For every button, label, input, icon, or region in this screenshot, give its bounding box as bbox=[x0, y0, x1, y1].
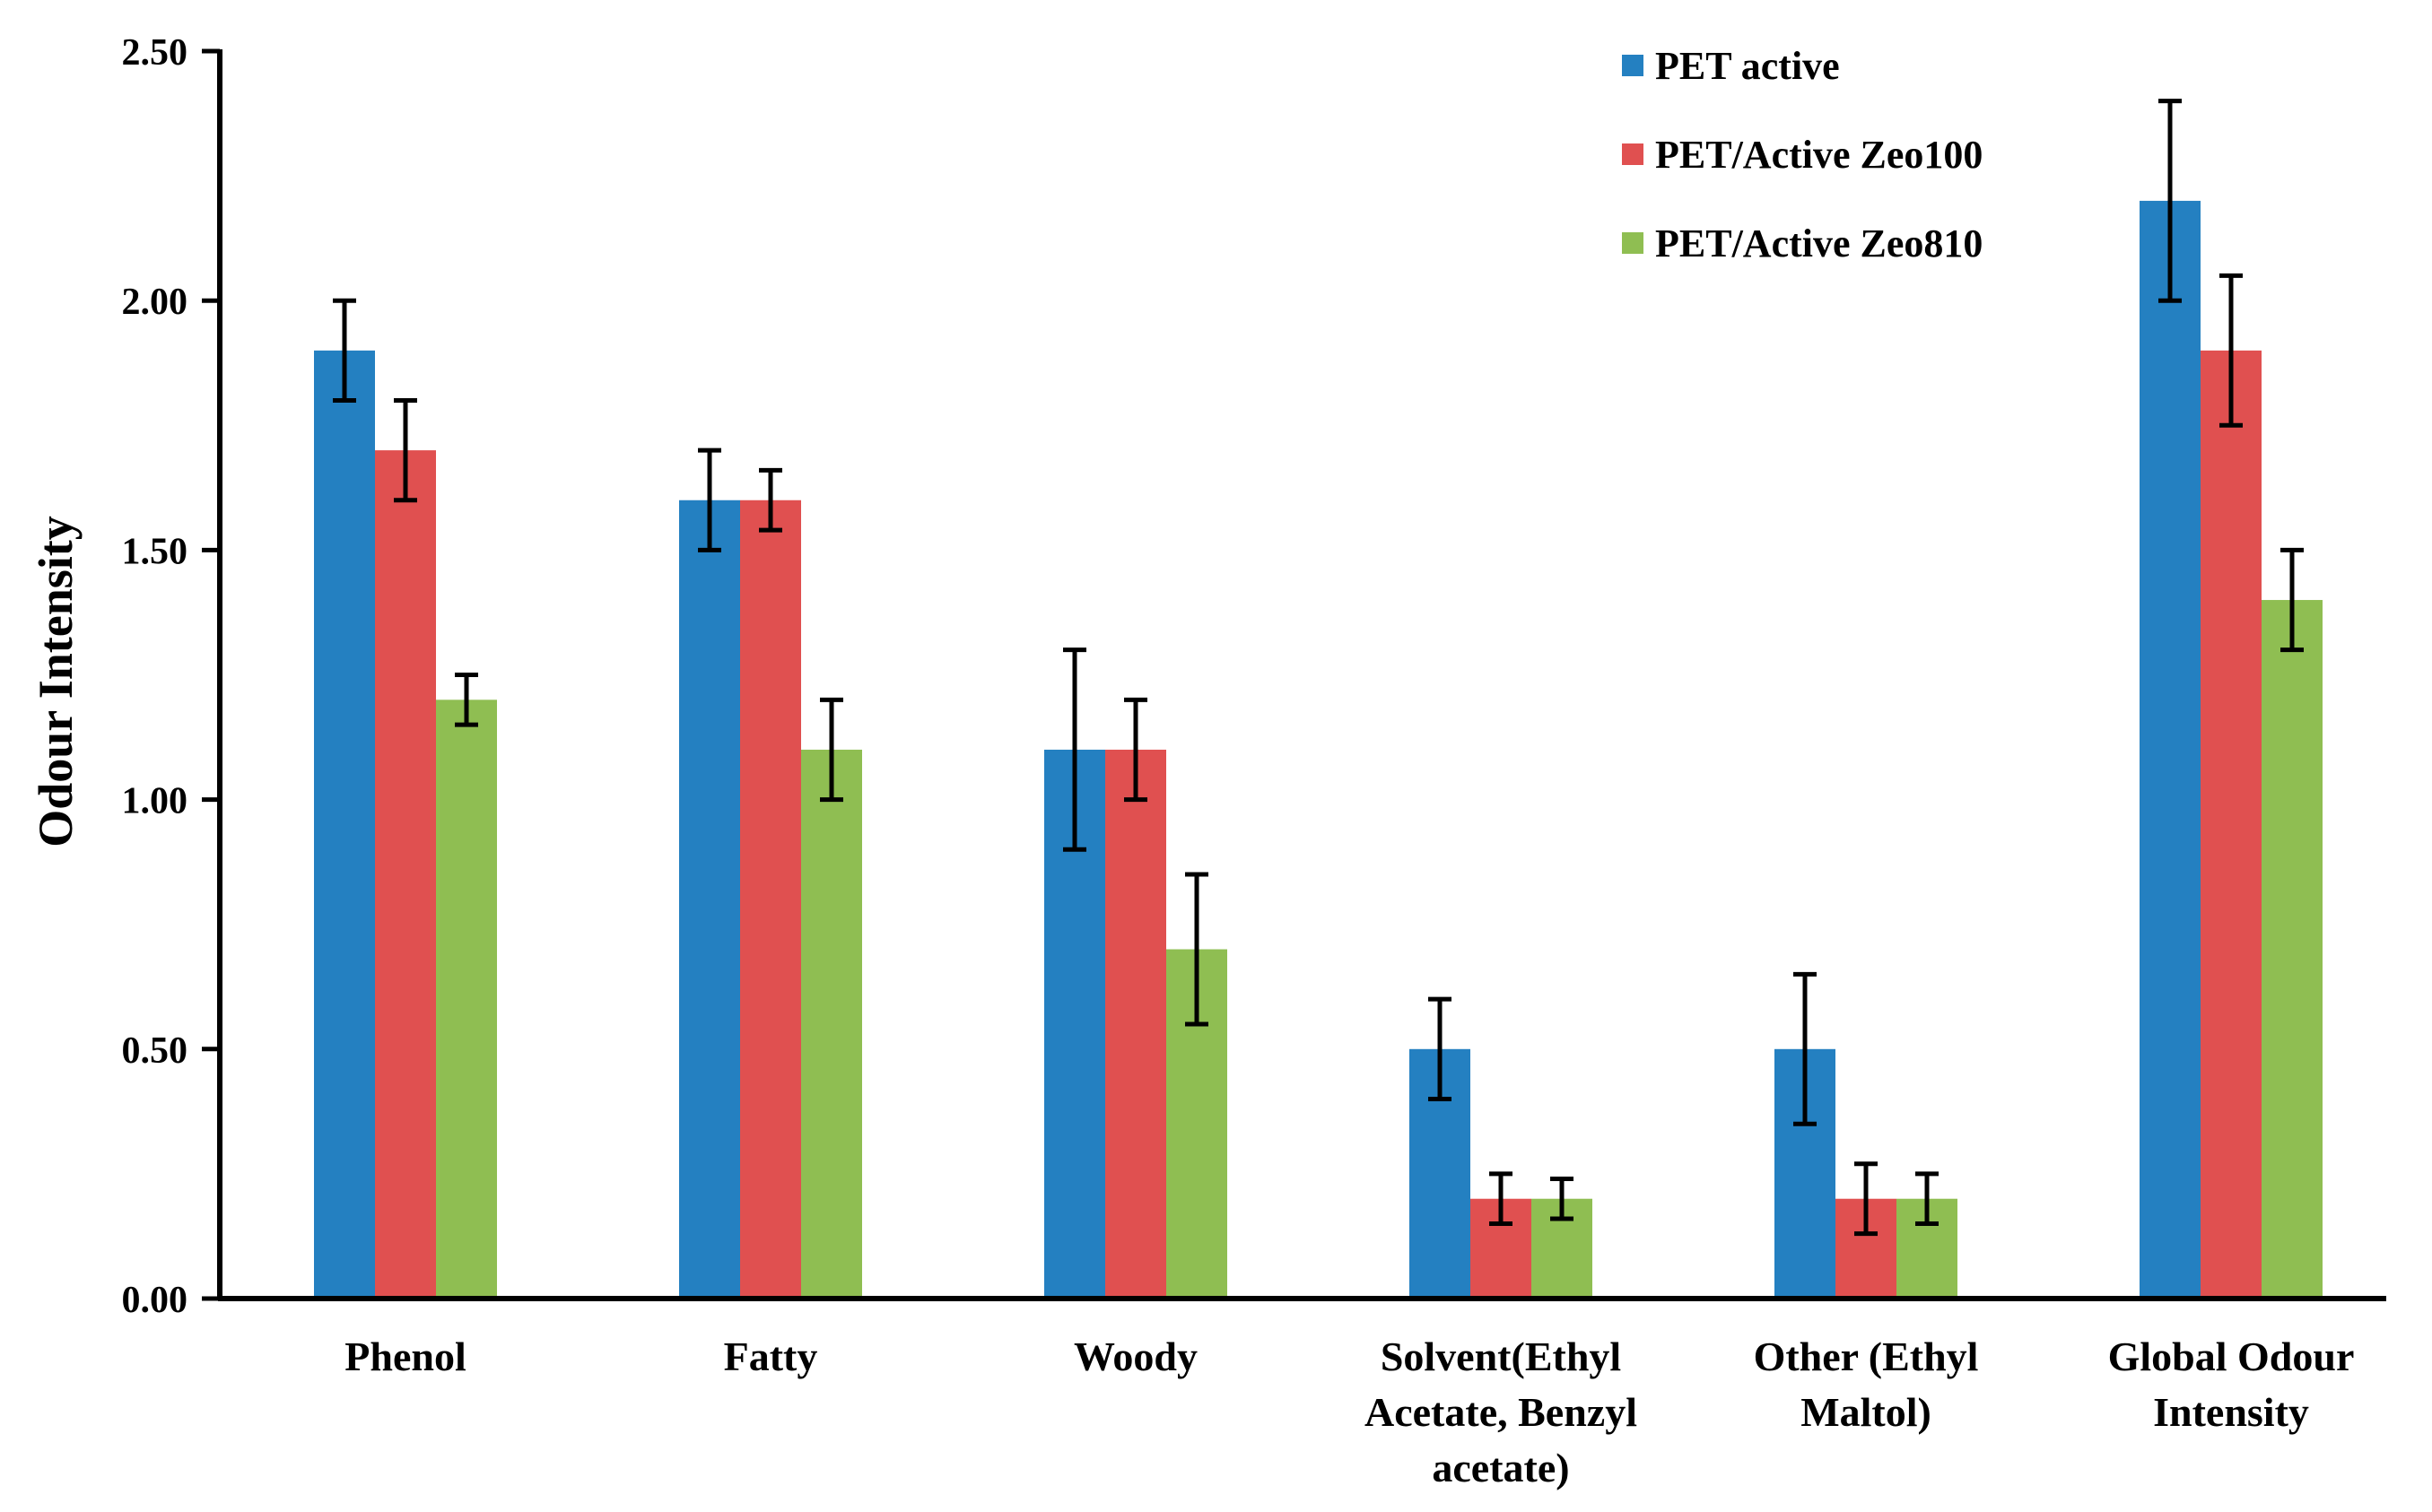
axes bbox=[217, 49, 2386, 1301]
bar bbox=[740, 500, 801, 1299]
y-axis-ticks: 0.00 0.50 1.00 1.50 2.00 2.50 bbox=[122, 32, 220, 1321]
legend-swatch bbox=[1622, 232, 1643, 254]
bar bbox=[679, 500, 740, 1299]
legend: PET active PET/Active Zeo100 PET/Active Ze… bbox=[1622, 44, 1983, 265]
bar bbox=[436, 700, 497, 1299]
y-tick-label: 2.00 bbox=[122, 282, 188, 323]
y-tick-label: 0.50 bbox=[122, 1030, 188, 1072]
bar bbox=[801, 749, 862, 1299]
legend-swatch bbox=[1622, 55, 1643, 76]
y-tick-label: 0.00 bbox=[122, 1280, 188, 1321]
legend-swatch bbox=[1622, 143, 1643, 165]
x-category-label: Other (Ethyl bbox=[1754, 1334, 1979, 1379]
x-category-label: Fatty bbox=[724, 1334, 818, 1379]
bar bbox=[2201, 350, 2262, 1299]
bar bbox=[375, 450, 436, 1299]
bar bbox=[2262, 600, 2323, 1299]
y-tick-label: 2.50 bbox=[122, 32, 188, 74]
x-category-label: Woody bbox=[1074, 1334, 1198, 1379]
error-bars-group bbox=[333, 99, 2304, 1237]
bar-series-group bbox=[314, 200, 2323, 1299]
x-category-label: acetate) bbox=[1432, 1445, 1569, 1490]
x-axis-labels: Phenol Fatty Woody Solvent(Ethyl Acetate, Be… bbox=[344, 1334, 2354, 1490]
y-tick-label: 1.00 bbox=[122, 781, 188, 822]
y-tick-label: 1.50 bbox=[122, 531, 188, 572]
x-category-label: Acetate, Benzyl bbox=[1364, 1389, 1637, 1435]
y-axis-title: Odour Intensity bbox=[29, 516, 83, 847]
x-category-label: Solvent(Ethyl bbox=[1381, 1334, 1621, 1379]
x-category-label: Global Odour bbox=[2108, 1334, 2355, 1379]
legend-label: PET/Active Zeo100 bbox=[1655, 133, 1983, 177]
bar bbox=[314, 350, 375, 1299]
x-category-label: Phenol bbox=[344, 1334, 466, 1379]
legend-label: PET/Active Zeo810 bbox=[1655, 222, 1983, 265]
x-category-label: Intensity bbox=[2153, 1389, 2309, 1435]
x-category-label: Maltol) bbox=[1800, 1389, 1931, 1435]
bar bbox=[1105, 749, 1166, 1299]
legend-label: PET active bbox=[1655, 44, 1840, 88]
bar bbox=[2140, 200, 2201, 1299]
